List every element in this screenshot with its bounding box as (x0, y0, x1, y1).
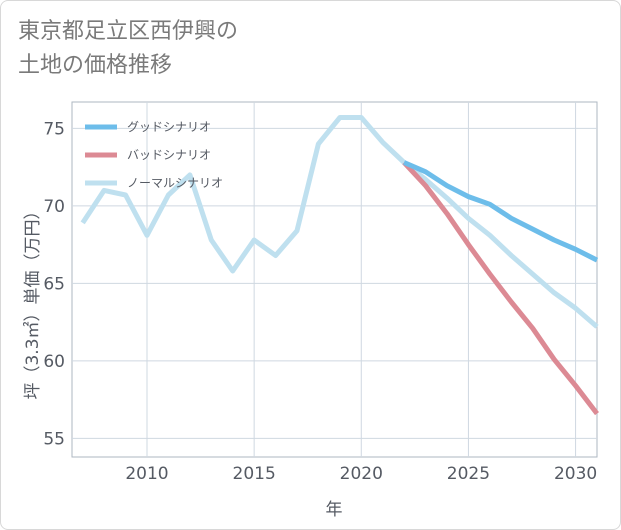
y-tick-label-65: 65 (43, 274, 65, 294)
x-axis-label: 年 (326, 500, 343, 520)
legend-label-0: グッドシナリオ (127, 120, 211, 134)
y-axis-label: 坪（3.3㎡）単価（万円） (23, 202, 43, 399)
chart-title: 東京都足立区西伊興の 土地の価格推移 (18, 15, 238, 83)
legend-label-2: ノーマルシナリオ (127, 176, 223, 190)
grid (72, 102, 597, 457)
x-axis-ticks: 2010 2015 2020 2025 2030 (125, 464, 597, 484)
x-tick-label-2025: 2025 (447, 464, 490, 484)
plot-area (71, 101, 598, 458)
x-tick-label-2010: 2010 (125, 464, 168, 484)
series-line-0 (403, 160, 599, 263)
series-lines (80, 115, 599, 416)
x-tick-label-2030: 2030 (554, 464, 597, 484)
legend-label-1: バッドシナリオ (127, 148, 211, 162)
y-tick-label-70: 70 (43, 197, 65, 217)
y-tick-label-55: 55 (43, 429, 65, 449)
series-line-2 (80, 115, 599, 329)
y-tick-label-60: 60 (43, 352, 65, 372)
chart-title-line-2: 土地の価格推移 (18, 53, 173, 78)
x-tick-label-2015: 2015 (233, 464, 276, 484)
x-tick-label-2020: 2020 (340, 464, 383, 484)
y-tick-label-75: 75 (43, 119, 65, 139)
chart-title-line-1: 東京都足立区西伊興の (18, 19, 239, 44)
y-axis-ticks: 55 60 65 70 75 (43, 119, 65, 449)
series-line-1 (402, 160, 599, 416)
